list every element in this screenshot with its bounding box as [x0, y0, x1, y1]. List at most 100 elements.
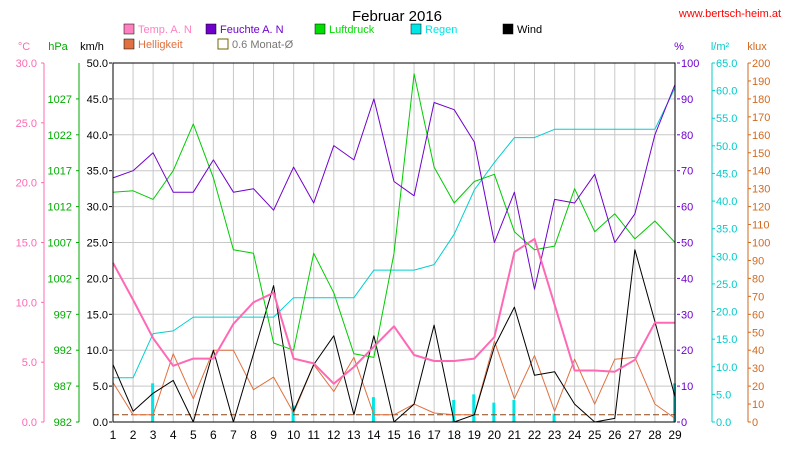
x-tick-label: 14 — [367, 428, 381, 442]
rain-bar — [291, 405, 295, 422]
humidity-tick-label: 20 — [681, 345, 693, 357]
temp-tick-label: 5.0 — [22, 357, 37, 369]
x-tick-label: 27 — [628, 428, 642, 442]
x-tick-label: 24 — [568, 428, 582, 442]
temp-unit-label: °C — [18, 41, 30, 53]
x-tick-label: 17 — [427, 428, 441, 442]
light-tick-label: 170 — [752, 112, 770, 124]
rain-tick-label: 45.0 — [716, 168, 737, 180]
light-unit-label: klux — [747, 41, 767, 53]
x-tick-label: 7 — [230, 428, 237, 442]
wind-tick-label: 50.0 — [87, 58, 108, 70]
pressure-unit-label: hPa — [48, 41, 68, 53]
plot-frame — [112, 62, 676, 423]
temp-tick-label: 25.0 — [16, 118, 37, 130]
wind-tick-label: 10.0 — [87, 345, 108, 357]
rain-tick-label: 30.0 — [716, 251, 737, 263]
legend-label: 0.6 Monat-Ø — [232, 39, 294, 51]
wind-tick-label: 40.0 — [87, 130, 108, 142]
rain-bar — [492, 402, 496, 422]
humidity-tick-label: 10 — [681, 381, 693, 393]
series-line — [112, 237, 675, 385]
wind-tick-label: 20.0 — [87, 273, 108, 285]
x-tick-label: 5 — [190, 428, 197, 442]
pressure-tick-label: 1027 — [48, 94, 72, 106]
light-tick-label: 100 — [752, 238, 770, 250]
legend-label: Luftdruck — [329, 24, 375, 36]
grid — [113, 63, 675, 422]
x-tick-label: 1 — [110, 428, 117, 442]
legend-swatch — [205, 23, 217, 35]
light-tick-label: 80 — [752, 273, 764, 285]
light-tick-label: 20 — [752, 381, 764, 393]
legend-swatch — [502, 23, 514, 35]
x-axis: 1 2 3 4 5 6 7 8 9 10 11 12 13 14 15 16 17 18 19 20 21 22 23 24 2… — [110, 428, 682, 442]
right-axes: 01020304050607080901000.05.010.015.020.0… — [677, 58, 770, 429]
light-tick-label: 90 — [752, 255, 764, 267]
x-tick-label: 25 — [588, 428, 602, 442]
light-tick-label: 160 — [752, 130, 770, 142]
light-tick-label: 120 — [752, 202, 770, 214]
rain-tick-label: 60.0 — [716, 86, 737, 98]
series-line — [112, 84, 676, 290]
light-tick-label: 40 — [752, 345, 764, 357]
pressure-tick-label: 1017 — [48, 166, 72, 178]
light-tick-label: 190 — [752, 76, 770, 88]
x-tick-label: 13 — [347, 428, 361, 442]
rain-bar — [472, 394, 476, 422]
legend-swatch — [123, 23, 135, 35]
x-tick-label: 23 — [548, 428, 562, 442]
x-tick-label: 26 — [608, 428, 622, 442]
rain-bar — [512, 399, 516, 422]
rain-tick-label: 55.0 — [716, 113, 737, 125]
pressure-tick-label: 1012 — [48, 202, 72, 214]
temp-tick-label: 20.0 — [16, 178, 37, 190]
series-line — [112, 73, 676, 358]
left-axes: 0.0 5.0 10.0 15.0 20.0 25.0 30.0 982 987 992 997 10… — [16, 58, 112, 429]
x-tick-label: 11 — [307, 428, 320, 442]
wind-tick-label: 0.0 — [93, 417, 108, 429]
x-tick-label: 28 — [648, 428, 662, 442]
rain-unit-label: l/m² — [711, 41, 730, 53]
legend: Temp. A. N Feuchte A. N Luftdruck Regen Wind… — [123, 23, 542, 51]
humidity-tick-label: 40 — [681, 273, 693, 285]
temp-tick-label: 10.0 — [16, 297, 37, 309]
rain-tick-label: 25.0 — [716, 279, 737, 291]
rain-bar — [151, 383, 155, 422]
source-link[interactable]: www.bertsch-heim.at — [678, 8, 781, 20]
legend-swatch — [410, 23, 422, 35]
light-tick-label: 70 — [752, 291, 764, 303]
humidity-tick-label: 90 — [681, 94, 693, 106]
humidity-tick-label: 100 — [681, 58, 699, 70]
x-tick-label: 29 — [668, 428, 682, 442]
rain-tick-label: 0.0 — [716, 417, 731, 429]
x-tick-label: 20 — [488, 428, 502, 442]
light-tick-label: 180 — [752, 94, 770, 106]
x-tick-label: 4 — [170, 428, 177, 442]
light-tick-label: 10 — [752, 399, 764, 411]
legend-label: Wind — [517, 24, 542, 36]
legend-label: Temp. A. N — [138, 24, 192, 36]
rain-tick-label: 5.0 — [716, 389, 731, 401]
legend-swatch — [123, 38, 135, 50]
x-tick-label: 2 — [130, 428, 137, 442]
temp-tick-label: 15.0 — [16, 238, 37, 250]
light-tick-label: 140 — [752, 166, 770, 178]
x-tick-label: 19 — [468, 428, 482, 442]
rain-tick-label: 15.0 — [716, 334, 737, 346]
x-tick-label: 10 — [287, 428, 301, 442]
wind-unit-label: km/h — [80, 41, 104, 53]
humidity-tick-label: 70 — [681, 166, 693, 178]
humidity-tick-label: 0 — [681, 417, 687, 429]
rain-tick-label: 35.0 — [716, 224, 737, 236]
humidity-tick-label: 60 — [681, 202, 693, 214]
light-tick-label: 50 — [752, 327, 764, 339]
pressure-tick-label: 982 — [54, 417, 72, 429]
pressure-tick-label: 1022 — [48, 130, 72, 142]
wind-tick-label: 25.0 — [87, 238, 108, 250]
wind-tick-label: 45.0 — [87, 94, 108, 106]
x-tick-label: 12 — [327, 428, 341, 442]
rain-tick-label: 40.0 — [716, 196, 737, 208]
x-tick-label: 21 — [508, 428, 522, 442]
